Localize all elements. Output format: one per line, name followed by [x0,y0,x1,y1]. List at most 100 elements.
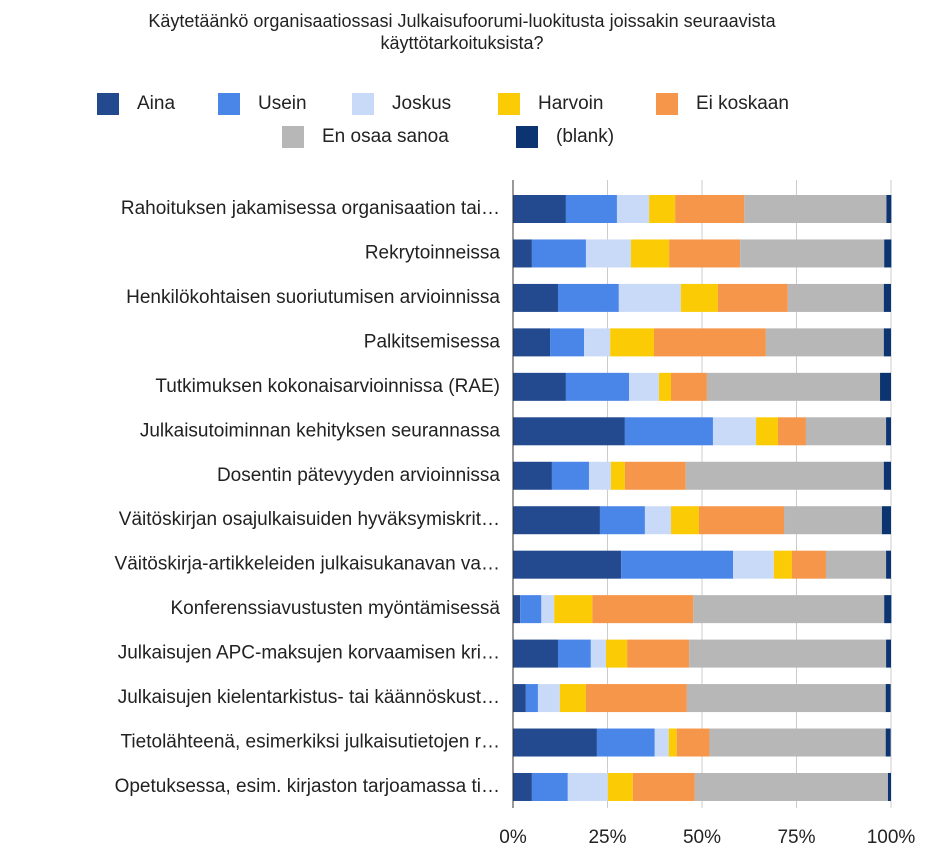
bar-segment [621,550,733,579]
x-tick-label: 100% [867,827,916,848]
bar-segment [787,283,884,312]
bar-segment [773,550,792,579]
bar-segment [513,328,551,357]
bar-segment [744,195,887,223]
bar-segment [693,595,885,624]
chart-title: Käytetäänkö organisaatiossasi Julkaisufo… [148,11,776,53]
y-tick-label: Rahoituksen jakamisessa organisaation ta… [121,198,500,219]
bar-segment [513,417,625,446]
bar-segment [590,639,606,668]
bar-segment [513,639,558,668]
legend-swatch [218,93,240,115]
bar-segment [567,772,608,801]
bar-segment [627,639,690,668]
bar-segment [658,372,672,401]
bar-segment [629,372,659,401]
legend-swatch [656,93,678,115]
bar-segment [513,283,558,312]
bar-segment [886,550,891,579]
bar-segment [565,372,630,401]
bar-segment [884,239,892,268]
bar-segment [585,684,687,713]
legend-label: En osaa sanoa [322,126,449,147]
bar-segment [654,728,669,757]
bar-segment [698,506,785,535]
bar-segment [599,506,645,535]
bar-segment [541,595,555,624]
bar-segment [668,728,677,757]
bar-segment [694,772,888,801]
bar-segment [825,550,887,579]
bar-segment [513,772,532,801]
bar-segment [531,772,568,801]
bar-segment [557,283,619,312]
bar-segment [513,550,622,579]
bar-segment [675,195,745,223]
y-tick-label: Julkaisujen kielentarkistus- tai käännös… [118,687,500,708]
bar-segment [887,772,891,801]
x-tick-label: 50% [683,827,721,848]
bar-segment [671,506,699,535]
y-tick-label: Tietolähteenä, esimerkiksi julkaisutieto… [121,732,500,753]
bar-segment [624,461,686,490]
bar-segment [883,283,891,312]
bar-segment [886,639,891,668]
bar-segment [883,328,891,357]
x-tick-label: 0% [499,827,527,848]
bar-segment [513,506,600,535]
bar-segment [630,239,670,268]
bar-segment [513,195,566,223]
bar-segment [740,239,885,268]
bar-segment [653,328,766,357]
bar-segment [537,684,560,713]
bar-segment [513,595,521,624]
bar-segment [584,328,611,357]
bar-segment [554,595,593,624]
bar-segment [513,684,526,713]
legend-swatch [498,93,520,115]
bar-segment [610,328,654,357]
bar-segment [618,283,681,312]
bar-segment [513,728,597,757]
bar-segment [588,461,611,490]
bar-segment [525,684,538,713]
bar-segment [644,506,672,535]
legend-swatch [352,93,374,115]
bar-segment [686,684,886,713]
bar-segment [717,283,788,312]
bar-segment [791,550,826,579]
legend-swatch [97,93,119,115]
bar-segment [605,639,628,668]
bar-segment [565,195,617,223]
bar-segment [610,461,625,490]
bar-segment [765,328,884,357]
y-tick-label: Väitöskirja-artikkeleiden julkaisukanava… [115,554,500,575]
y-tick-label: Opetuksessa, esim. kirjaston tarjoamassa… [115,776,500,797]
legend-label: (blank) [556,126,614,147]
bar-segment [585,239,631,268]
bar-segment [712,417,757,446]
bar-segment [520,595,542,624]
y-tick-label: Väitöskirjan osajulkaisuiden hyväksymisk… [119,509,500,530]
bar-segment [607,772,633,801]
y-tick-label: Julkaisujen APC-maksujen korvaamisen kri… [118,643,500,664]
y-tick-label: Dosentin pätevyyden arvioinnissa [217,465,500,486]
legend-label: Joskus [392,93,451,114]
y-tick-label: Henkilökohtaisen suoriutumisen arvioinni… [126,287,500,308]
bar-segment [551,461,589,490]
legend-label: Harvoin [538,93,603,114]
legend-label: Ei koskaan [696,93,789,114]
bar-segment [680,283,718,312]
bar-segment [756,417,778,446]
bar-segment [596,728,655,757]
bar-segment [559,684,586,713]
bar-segment [732,550,774,579]
bar-segment [883,461,891,490]
bar-segment [881,506,891,535]
bar-segment [886,195,892,223]
bar-segment [676,728,710,757]
title-line: käyttötarkoituksista? [380,33,543,53]
y-tick-label: Konferenssiavustusten myöntämisessä [171,598,501,619]
bar-segment [709,728,886,757]
